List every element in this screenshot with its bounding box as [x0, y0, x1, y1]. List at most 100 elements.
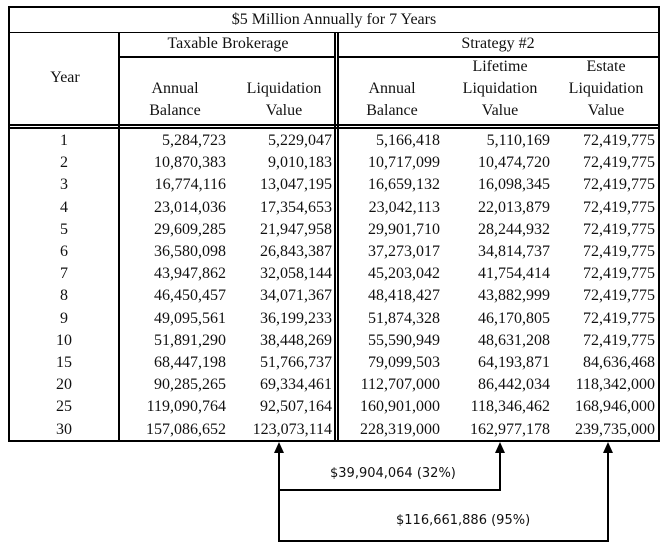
cell-s2-estate-liquidation: 72,419,775 [583, 265, 655, 283]
cell-year: 30 [56, 420, 72, 438]
cell-s2-lifetime-liquidation: 10,474,720 [478, 154, 550, 172]
divider-header-bottom-2 [10, 127, 658, 129]
cell-year: 20 [56, 376, 72, 394]
divider-header-bottom-1 [10, 124, 658, 126]
cell-s2-lifetime-liquidation: 41,754,414 [478, 265, 550, 283]
cell-tb-annual-balance: 49,095,561 [154, 309, 226, 327]
cell-tb-annual-balance: 43,947,862 [154, 265, 226, 283]
cell-year: 3 [60, 176, 68, 194]
cell-year: 10 [56, 331, 72, 349]
cell-tb-liquidation-value: 32,058,144 [260, 265, 332, 283]
annotation-estate-difference: $116,661,886 (95%) [396, 513, 531, 528]
cell-s2-annual-balance: 55,590,949 [368, 331, 440, 349]
header-tb-liq-1: Liquidation [246, 80, 322, 97]
cell-s2-lifetime-liquidation: 46,170,805 [478, 309, 550, 327]
cell-s2-lifetime-liquidation: 48,631,208 [478, 331, 550, 349]
cell-year: 7 [60, 265, 68, 283]
cell-tb-annual-balance: 10,870,383 [154, 154, 226, 172]
header-s2-estate-2: Liquidation [568, 80, 644, 97]
cell-tb-annual-balance: 51,891,290 [154, 331, 226, 349]
cell-s2-estate-liquidation: 72,419,775 [583, 176, 655, 194]
cell-tb-annual-balance: 5,284,723 [162, 132, 226, 149]
cell-s2-estate-liquidation: 72,419,775 [583, 243, 655, 260]
group-strategy-2: Strategy #2 [461, 35, 535, 52]
cell-tb-liquidation-value: 36,199,233 [260, 309, 332, 327]
cell-tb-liquidation-value: 38,448,269 [260, 331, 332, 349]
cell-s2-estate-liquidation: 72,419,775 [583, 331, 655, 349]
header-tb-liq-2: Value [265, 102, 303, 119]
cell-s2-lifetime-liquidation: 118,346,462 [470, 398, 550, 416]
arrow-up-icon [274, 442, 284, 453]
cell-tb-annual-balance: 16,774,116 [154, 176, 226, 194]
arrow-up-icon [603, 442, 613, 453]
bracket-line [278, 489, 501, 491]
bracket-line [278, 540, 609, 542]
cell-s2-annual-balance: 112,707,000 [360, 376, 440, 394]
cell-s2-lifetime-liquidation: 16,098,345 [478, 176, 550, 194]
cell-s2-lifetime-liquidation: 86,442,034 [478, 376, 550, 394]
divider-group-underline-right [339, 56, 658, 58]
cell-s2-lifetime-liquidation: 34,814,737 [478, 243, 550, 260]
divider-group-underline-left [120, 56, 334, 58]
cell-s2-estate-liquidation: 72,419,775 [583, 132, 655, 149]
cell-s2-annual-balance: 45,203,042 [368, 265, 440, 283]
cell-tb-liquidation-value: 51,766,737 [260, 354, 332, 371]
cell-year: 4 [60, 198, 68, 216]
cell-s2-annual-balance: 48,418,427 [368, 287, 440, 305]
cell-year: 15 [56, 354, 72, 371]
cell-tb-liquidation-value: 21,947,958 [260, 220, 332, 238]
cell-year: 6 [60, 243, 68, 260]
comparison-table: $5 Million Annually for 7 Years Taxable … [8, 6, 660, 442]
cell-s2-lifetime-liquidation: 28,244,932 [478, 220, 550, 238]
cell-s2-estate-liquidation: 168,946,000 [575, 398, 655, 416]
cell-year: 1 [60, 132, 68, 149]
cell-tb-annual-balance: 36,580,098 [154, 243, 226, 260]
cell-year: 9 [60, 309, 68, 327]
table-title: $5 Million Annually for 7 Years [10, 8, 658, 33]
cell-s2-estate-liquidation: 72,419,775 [583, 198, 655, 216]
cell-s2-annual-balance: 51,874,328 [368, 309, 440, 327]
cell-s2-estate-liquidation: 239,735,000 [575, 420, 655, 438]
cell-tb-liquidation-value: 92,507,164 [260, 398, 332, 416]
cell-tb-liquidation-value: 13,047,195 [260, 176, 332, 194]
cell-tb-annual-balance: 68,447,198 [154, 354, 226, 371]
cell-tb-liquidation-value: 9,010,183 [268, 154, 332, 172]
divider-group-left [334, 33, 336, 440]
cell-s2-annual-balance: 5,166,418 [376, 132, 440, 149]
cell-tb-annual-balance: 90,285,265 [154, 376, 226, 394]
cell-s2-estate-liquidation: 118,342,000 [575, 376, 655, 394]
cell-tb-liquidation-value: 123,073,114 [252, 420, 332, 438]
bracket-line [499, 452, 501, 491]
cell-s2-annual-balance: 37,273,017 [368, 243, 440, 260]
cell-tb-liquidation-value: 17,354,653 [260, 198, 332, 216]
cell-tb-liquidation-value: 69,334,461 [260, 376, 332, 394]
cell-tb-annual-balance: 119,090,764 [146, 398, 226, 416]
divider-year-col [118, 33, 120, 440]
cell-s2-annual-balance: 23,042,113 [368, 198, 440, 216]
group-taxable-brokerage: Taxable Brokerage [167, 35, 289, 52]
header-tb-annual-1: Annual [151, 80, 199, 97]
header-s2-lifetime-2: Liquidation [462, 80, 538, 97]
cell-s2-lifetime-liquidation: 5,110,169 [486, 132, 550, 149]
cell-year: 5 [60, 220, 68, 238]
cell-s2-annual-balance: 228,319,000 [360, 420, 440, 438]
divider-group-right [337, 33, 339, 440]
cell-s2-lifetime-liquidation: 64,193,871 [478, 354, 550, 371]
header-year: Year [50, 69, 80, 86]
cell-s2-estate-liquidation: 84,636,468 [583, 354, 655, 371]
cell-year: 2 [60, 154, 68, 172]
cell-s2-estate-liquidation: 72,419,775 [583, 154, 655, 172]
cell-tb-liquidation-value: 34,071,367 [260, 287, 332, 305]
bracket-line [278, 452, 280, 542]
cell-s2-annual-balance: 16,659,132 [368, 176, 440, 194]
cell-s2-estate-liquidation: 72,419,775 [583, 309, 655, 327]
cell-s2-lifetime-liquidation: 22,013,879 [478, 198, 550, 216]
header-s2-lifetime-3: Value [481, 102, 519, 119]
header-s2-annual-1: Annual [368, 80, 416, 97]
cell-tb-annual-balance: 157,086,652 [146, 420, 226, 438]
header-s2-estate-3: Value [587, 102, 625, 119]
header-s2-lifetime-1: Lifetime [472, 58, 528, 75]
cell-s2-lifetime-liquidation: 162,977,178 [470, 420, 550, 438]
arrow-up-icon [495, 442, 505, 453]
cell-tb-annual-balance: 23,014,036 [154, 198, 226, 216]
